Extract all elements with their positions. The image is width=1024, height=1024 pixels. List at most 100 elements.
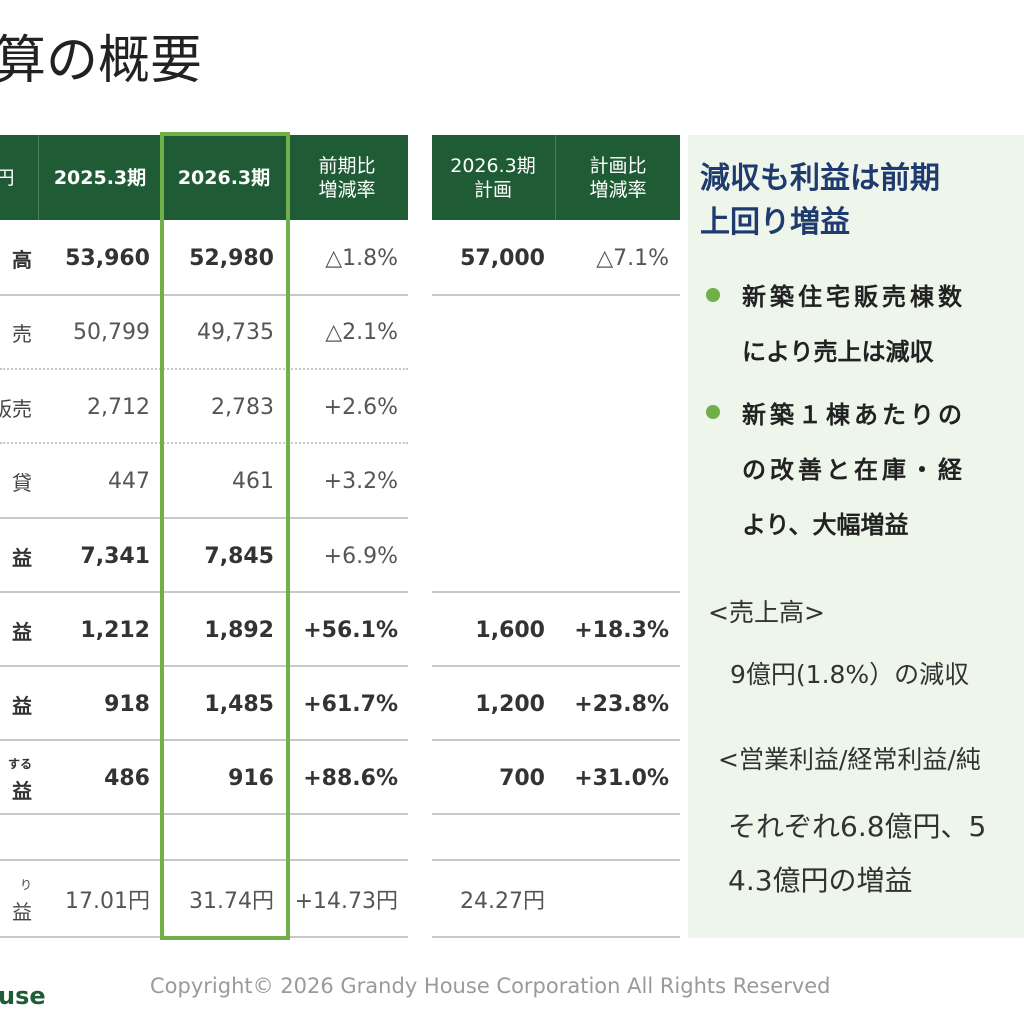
- profit-text-2: 4.3億円の増益: [728, 864, 913, 897]
- table-row: する 益 486 916 +88.6% 700 +31.0%: [0, 741, 680, 815]
- cell-fy2026: 461: [232, 468, 274, 494]
- profit-heading: <営業利益/経常利益/純: [718, 745, 981, 774]
- bullet-2-line-2: の改善と在庫・経: [742, 456, 966, 484]
- row-divider: [0, 813, 408, 815]
- row-divider: [432, 294, 680, 296]
- cell-yoy: △1.8%: [325, 245, 398, 271]
- table-row: 益 7,341 7,845 +6.9%: [0, 519, 680, 593]
- table-row: 益 1,212 1,892 +56.1% 1,600 +18.3%: [0, 593, 680, 667]
- row-divider: [0, 859, 408, 861]
- cell-vs-plan: +31.0%: [574, 765, 669, 791]
- cell-fy2026: 49,735: [197, 319, 274, 345]
- header-divider: [162, 135, 163, 220]
- table-row: 益 918 1,485 +61.7% 1,200 +23.8%: [0, 667, 680, 741]
- header-unit: 円: [0, 166, 15, 189]
- bullet-2-line-1: 新築１棟あたりの: [742, 401, 966, 429]
- cell-fy2026: 31.74円: [189, 889, 274, 914]
- cell-yoy: +6.9%: [323, 543, 398, 569]
- row-divider: [432, 859, 680, 861]
- cell-fy2025: 50,799: [73, 319, 150, 345]
- cell-plan: 1,600: [475, 617, 545, 643]
- cell-vs-plan: △7.1%: [596, 245, 669, 271]
- row-divider: [432, 813, 680, 815]
- summary-panel: 減収も利益は前期 上回り増益 新築住宅販売棟数 により売上は減収 新築１棟あたり…: [688, 135, 1024, 938]
- cell-yoy: +3.2%: [323, 468, 398, 494]
- cell-vs-plan: +23.8%: [574, 691, 669, 717]
- cell-vs-plan: +18.3%: [574, 617, 669, 643]
- profit-text-1: それぞれ6.8億円、5: [728, 810, 987, 843]
- header-divider: [38, 135, 39, 220]
- cell-yoy: +2.6%: [323, 394, 398, 420]
- table-row: 販売 2,712 2,783 +2.6%: [0, 370, 680, 444]
- bullet-2-line-3: より、大幅増益: [742, 511, 909, 539]
- header-fy2025: 2025.3期: [53, 166, 147, 189]
- row-label-main: 益: [12, 900, 32, 924]
- cell-plan: 57,000: [460, 245, 545, 271]
- row-label: 益: [12, 619, 32, 644]
- sales-text: 9億円(1.8%）の減収: [730, 660, 970, 689]
- row-divider: [432, 936, 680, 938]
- row-divider: [432, 591, 680, 593]
- cell-yoy: +61.7%: [303, 691, 398, 717]
- row-label: 売: [12, 321, 32, 346]
- header-plan: 2026.3期 計画: [450, 154, 536, 201]
- row-label-main: 益: [12, 779, 32, 803]
- table-row: 貸 447 461 +3.2%: [0, 444, 680, 518]
- row-label: り 益: [0, 862, 32, 936]
- row-label-small: する: [7, 757, 32, 771]
- table-header-plan: 2026.3期 計画 計画比 増減率: [432, 135, 680, 220]
- cell-fy2026: 2,783: [211, 394, 274, 420]
- table-row: 売 50,799 49,735 △2.1%: [0, 295, 680, 369]
- cell-yoy: +88.6%: [303, 765, 398, 791]
- cell-fy2026: 1,485: [204, 691, 274, 717]
- cell-yoy: △2.1%: [325, 319, 398, 345]
- header-fy2026: 2026.3期: [177, 166, 271, 189]
- cell-yoy: +14.73円: [294, 889, 398, 914]
- row-divider: [0, 294, 408, 296]
- cell-fy2025: 486: [104, 765, 150, 791]
- row-divider: [0, 591, 408, 593]
- cell-fy2026: 52,980: [189, 245, 274, 271]
- cell-fy2026: 7,845: [204, 543, 274, 569]
- row-divider: [432, 739, 680, 741]
- cell-plan: 24.27円: [460, 889, 545, 914]
- cell-yoy: +56.1%: [303, 617, 398, 643]
- bullet-dot-icon: [706, 288, 720, 302]
- row-divider: [0, 517, 408, 519]
- cell-fy2025: 7,341: [80, 543, 150, 569]
- header-vs-plan: 計画比 増減率: [589, 154, 647, 201]
- cell-plan: 700: [499, 765, 545, 791]
- table-header-main: 円 2025.3期 2026.3期 前期比 増減率: [0, 135, 408, 220]
- row-divider: [0, 665, 408, 667]
- row-label-small: り: [19, 878, 32, 892]
- bullet-dot-icon: [706, 405, 720, 419]
- cell-fy2026: 1,892: [204, 617, 274, 643]
- sales-heading: <売上高>: [708, 598, 825, 627]
- cell-fy2025: 17.01円: [65, 889, 150, 914]
- cell-plan: 1,200: [475, 691, 545, 717]
- copyright-footer: Copyright© 2026 Grandy House Corporation…: [150, 974, 831, 998]
- cell-fy2025: 447: [108, 468, 150, 494]
- row-divider-dotted: [0, 368, 408, 370]
- row-label: 貸: [12, 470, 32, 495]
- company-logo: use: [0, 982, 46, 1010]
- row-label: 高: [12, 247, 32, 272]
- row-divider: [432, 665, 680, 667]
- bullet-1-line-1: 新築住宅販売棟数: [742, 283, 966, 311]
- cell-fy2025: 1,212: [80, 617, 150, 643]
- summary-heading: 減収も利益は前期 上回り増益: [700, 161, 940, 240]
- row-label: 益: [12, 545, 32, 570]
- header-divider: [555, 135, 556, 220]
- bullet-1-line-2: により売上は減収: [742, 338, 934, 366]
- header-divider: [286, 135, 287, 220]
- row-label: 益: [12, 693, 32, 718]
- cell-fy2025: 2,712: [87, 394, 150, 420]
- row-divider-dotted: [0, 442, 408, 444]
- row-label: する 益: [0, 741, 32, 815]
- row-divider: [0, 936, 408, 938]
- cell-fy2025: 53,960: [65, 245, 150, 271]
- cell-fy2026: 916: [228, 765, 274, 791]
- table-row: 高 53,960 52,980 △1.8% 57,000 △7.1%: [0, 221, 680, 295]
- page-title: 算の概要: [0, 31, 203, 91]
- header-yoy: 前期比 増減率: [318, 154, 376, 201]
